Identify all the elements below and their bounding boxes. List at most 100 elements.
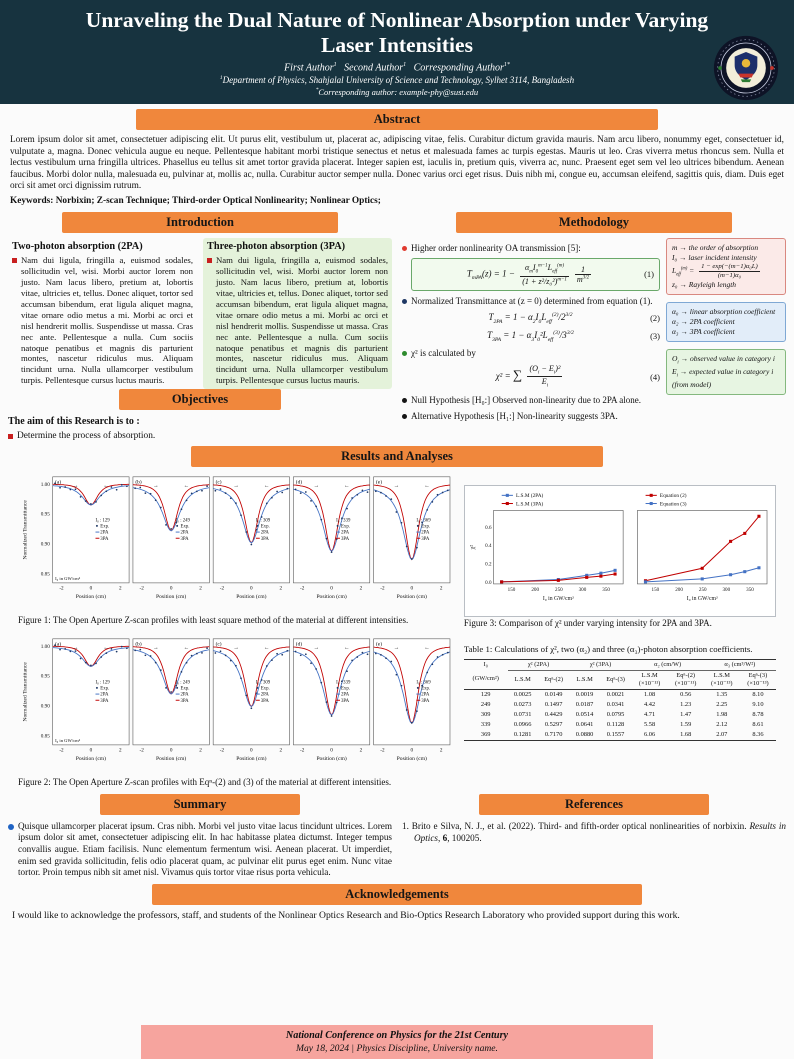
svg-text:2: 2 bbox=[199, 586, 202, 592]
poster-header: Unraveling the Dual Nature of Nonlinear … bbox=[0, 0, 794, 105]
svg-text:2PA: 2PA bbox=[181, 531, 190, 536]
svg-text:(b): (b) bbox=[135, 479, 141, 486]
svg-text:0: 0 bbox=[330, 747, 333, 753]
svg-text:I₀ : 369: I₀ : 369 bbox=[416, 519, 431, 524]
svg-text:Exp.: Exp. bbox=[100, 525, 109, 530]
results-row-1: 0.85 0.90 0.95 1.00 Normalized Transmittance… bbox=[8, 472, 786, 628]
svg-text:3PA: 3PA bbox=[341, 699, 350, 704]
svg-text:0: 0 bbox=[250, 747, 253, 753]
svg-text:→: → bbox=[233, 483, 239, 489]
svg-text:I₀ : 339: I₀ : 339 bbox=[336, 680, 351, 685]
svg-text:0.4: 0.4 bbox=[485, 544, 492, 550]
svg-text:I₀ : 129: I₀ : 129 bbox=[95, 680, 110, 685]
svg-text:2PA: 2PA bbox=[100, 692, 109, 697]
figure3-chi2-chart: L.S.M (2PA) Equation (2) L.S.M (3PA) Equati… bbox=[463, 485, 776, 617]
transmission-bullet: Higher order nonlinearity OA transmissio… bbox=[411, 242, 581, 253]
university-logo bbox=[712, 34, 780, 102]
svg-text:←: ← bbox=[424, 645, 430, 651]
svg-text:2PA: 2PA bbox=[100, 531, 109, 536]
table-sub-row: (GW/cm²) L.S.M Eqⁿ-(2) L.S.M Eqⁿ-(3) L.S.M (×1… bbox=[463, 670, 776, 690]
null-hypothesis-bullet: Null Hypothesis [H₀:] Observed non-linea… bbox=[411, 394, 642, 405]
svg-text:2PA: 2PA bbox=[421, 692, 430, 697]
svg-text:←: ← bbox=[103, 645, 109, 651]
equation-3-row: T3PA = 1 − α3I0²Leff(3)/33/2 (3) bbox=[411, 330, 660, 343]
figure1-block: 0.85 0.90 0.95 1.00 Normalized Transmittance… bbox=[18, 472, 454, 628]
abstract-section: Abstract Lorem ipsum dolor sit amet, con… bbox=[8, 109, 786, 206]
svg-text:350: 350 bbox=[602, 587, 610, 593]
svg-text:→: → bbox=[394, 645, 400, 651]
svg-text:→: → bbox=[394, 483, 400, 489]
svg-text:Position (cm): Position (cm) bbox=[156, 593, 186, 600]
svg-text:200: 200 bbox=[531, 587, 539, 593]
svg-text:Position (cm): Position (cm) bbox=[397, 755, 427, 762]
equation-1-number: (1) bbox=[644, 269, 654, 280]
svg-text:0.95: 0.95 bbox=[41, 512, 50, 518]
svg-text:2: 2 bbox=[360, 747, 363, 753]
svg-text:I₀ in GW/cm²: I₀ in GW/cm² bbox=[55, 576, 81, 581]
table-group-header: χ² (3PA) bbox=[569, 658, 632, 671]
svg-text:-2: -2 bbox=[59, 747, 64, 753]
table-column-header: L.S.M (×10⁻¹¹) bbox=[631, 670, 668, 690]
svg-text:→: → bbox=[73, 483, 79, 489]
summary-body: Quisque ullamcorper placerat ipsum. Cras… bbox=[18, 820, 392, 878]
svg-text:0: 0 bbox=[250, 586, 253, 592]
svg-text:300: 300 bbox=[578, 587, 586, 593]
svg-text:2PA: 2PA bbox=[341, 531, 350, 536]
university-logo-graphic bbox=[713, 35, 779, 101]
bullet-icon bbox=[402, 397, 407, 403]
svg-text:350: 350 bbox=[746, 587, 754, 593]
svg-text:←: ← bbox=[183, 483, 189, 489]
svg-text:Exp.: Exp. bbox=[341, 686, 350, 691]
svg-text:(c): (c) bbox=[216, 479, 222, 486]
equation-1-box: TmPA(z) = 1 − αmI0m−1Leff(m) (1 + z²/z₀²)… bbox=[411, 258, 660, 291]
svg-text:3PA: 3PA bbox=[421, 537, 430, 542]
svg-text:Exp.: Exp. bbox=[181, 686, 190, 691]
table-row: 369 0.1281 0.7170 0.0880 0.1557 6.06 1.68 2.07 8… bbox=[463, 729, 776, 741]
coef-a2: α₂ → 2PA coefficient bbox=[672, 316, 735, 326]
results-section: Results and Analyses 0.85 0.90 0.95 1.00 Nor… bbox=[8, 446, 786, 787]
svg-text:I₀ : 249: I₀ : 249 bbox=[176, 519, 191, 524]
table-group-header: α₃ (cm³/W²) bbox=[703, 658, 776, 671]
svg-text:0: 0 bbox=[90, 586, 93, 592]
table-column-header: L.S.M (×10⁻¹³) bbox=[703, 670, 740, 690]
chi-square-bullet: χ² is calculated by bbox=[411, 347, 476, 358]
svg-text:-2: -2 bbox=[380, 747, 385, 753]
equation-3: T3PA = 1 − α3I0²Leff(3)/33/2 bbox=[487, 329, 574, 343]
two-photon-body: Nam dui ligula, fringilla a, euismod sod… bbox=[21, 254, 193, 386]
svg-text:0: 0 bbox=[411, 586, 414, 592]
svg-text:Position (cm): Position (cm) bbox=[316, 755, 346, 762]
svg-text:Position (cm): Position (cm) bbox=[236, 755, 266, 762]
term-oi: Oi → observed value in category i bbox=[672, 354, 775, 366]
bullet-icon bbox=[402, 245, 407, 251]
summary-column: Summary Quisque ullamcorper placerat ips… bbox=[8, 793, 392, 879]
svg-text:Position (cm): Position (cm) bbox=[316, 593, 346, 600]
three-photon-title: Three-photon absorption (3PA) bbox=[207, 240, 346, 252]
references-column: References 1. Brito e Silva, N. J., et a… bbox=[402, 793, 786, 879]
bullet-icon bbox=[8, 823, 14, 830]
three-photon-column: Three-photon absorption (3PA) Nam dui li… bbox=[203, 237, 392, 390]
svg-text:Exp.: Exp. bbox=[181, 525, 190, 530]
svg-text:I₀ in GW/cm²: I₀ in GW/cm² bbox=[543, 597, 574, 603]
table-column-header: (GW/cm²) bbox=[463, 670, 508, 690]
table-row: 339 0.0966 0.5297 0.0641 0.1128 5.58 1.59 2.12 8… bbox=[480, 720, 764, 728]
svg-text:Exp.: Exp. bbox=[341, 525, 350, 530]
table-row: 129 0.0025 0.0149 0.0019 0.0021 1.08 0.56 1.35 8… bbox=[480, 690, 764, 698]
results-table: I₀ χ² (2PA) χ² (3PA) α₂ (cm/W) α₃ (cm³/W²) (… bbox=[463, 658, 776, 741]
parameters-box: m → the order of absorption I₀ → laser i… bbox=[666, 237, 786, 295]
svg-text:→: → bbox=[313, 645, 319, 651]
svg-text:(e): (e) bbox=[376, 479, 382, 486]
left-column: Introduction Two-photon absorption (2PA)… bbox=[8, 211, 392, 441]
right-column: Methodology Higher order nonlinearity OA… bbox=[402, 211, 786, 441]
svg-text:→: → bbox=[233, 645, 239, 651]
corresponding-email: *Corresponding author: example-phy@sust.… bbox=[315, 87, 479, 98]
param-z0: z₀ → Rayleigh length bbox=[672, 279, 737, 289]
svg-text:(e): (e) bbox=[376, 640, 382, 647]
svg-text:Normalized Transmittance: Normalized Transmittance bbox=[23, 500, 29, 560]
svg-text:1.00: 1.00 bbox=[41, 644, 50, 650]
svg-text:0: 0 bbox=[411, 747, 414, 753]
table-column-header: Eqⁿ-(3) (×10⁻¹³) bbox=[739, 670, 776, 690]
methodology-section: Methodology Higher order nonlinearity OA… bbox=[402, 211, 786, 422]
svg-text:-2: -2 bbox=[59, 586, 64, 592]
abstract-body: Lorem ipsum dolor sit amet, consectetuer… bbox=[10, 135, 784, 192]
svg-text:3PA: 3PA bbox=[181, 537, 190, 542]
